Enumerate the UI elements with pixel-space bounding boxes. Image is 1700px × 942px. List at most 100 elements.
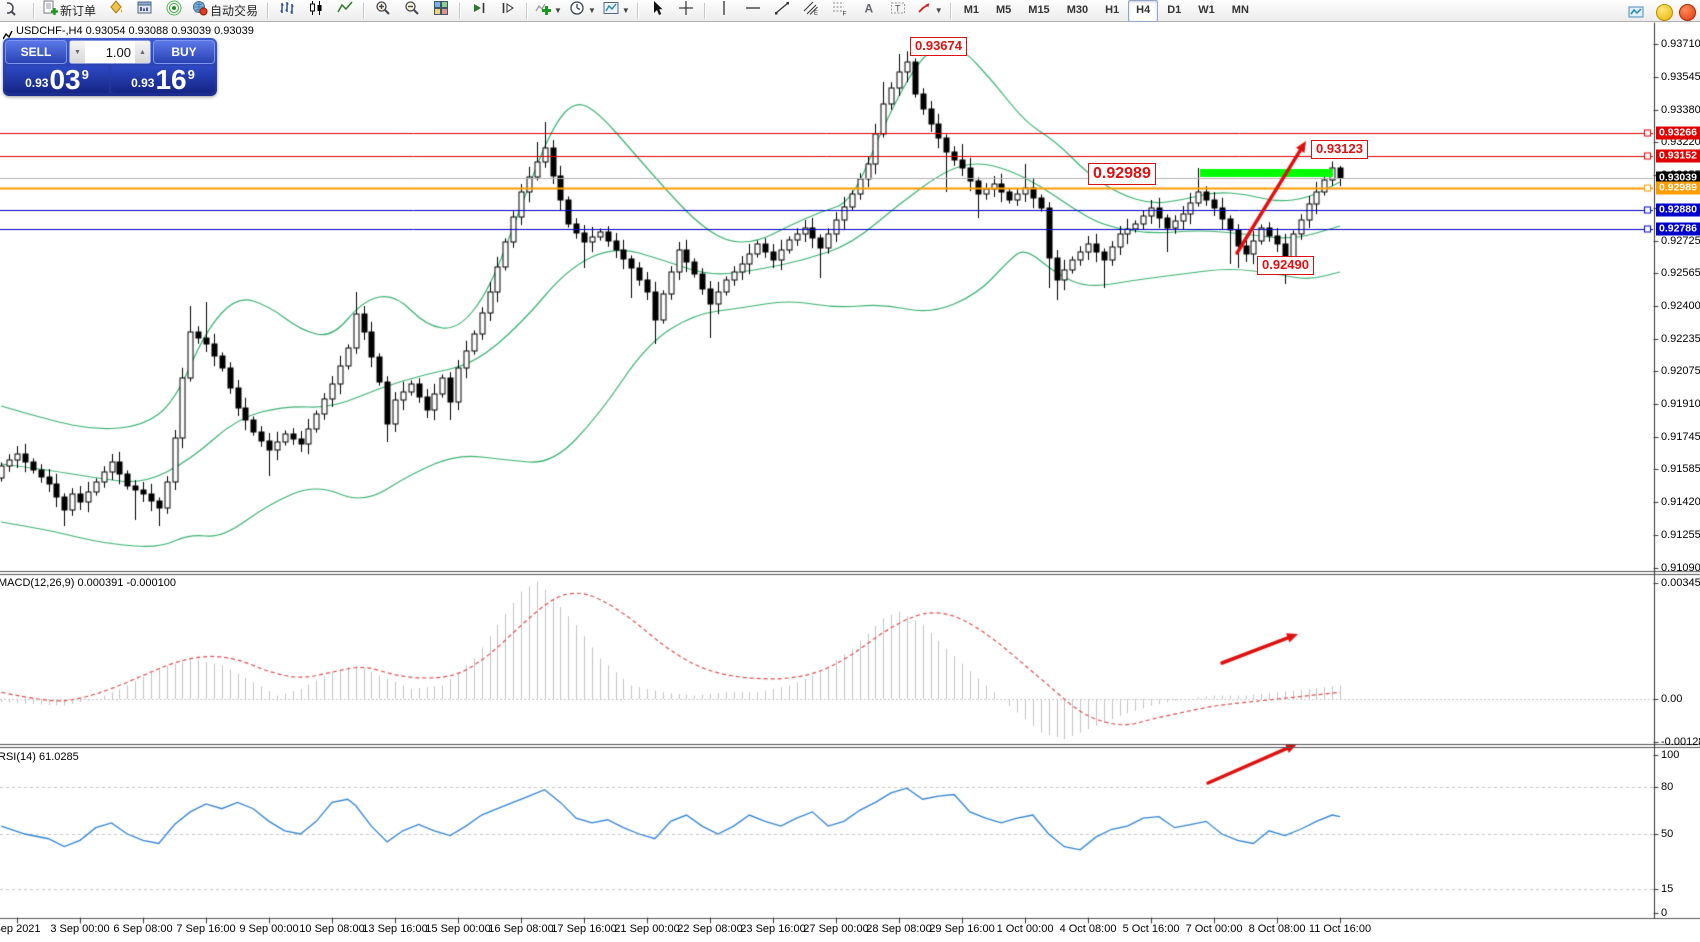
timeframe-button-m30[interactable]: M30 [1066, 3, 1089, 16]
buy-price-display[interactable]: 0.93 16 9 [111, 64, 215, 95]
crosshair-button[interactable] [672, 0, 700, 22]
red-circle-icon[interactable] [1679, 3, 1696, 21]
signal-button[interactable] [160, 0, 188, 22]
timeframe-button-m1[interactable]: M1 [963, 3, 979, 16]
vertical-line-icon [716, 0, 732, 21]
new-order-label: 新订单 [60, 4, 97, 18]
time-axis-label: 8 Oct 08:00 [1248, 923, 1306, 935]
price-tag-0.93152: 0.93152 [1656, 149, 1700, 163]
macd-indicator-label: MACD(12,26,9) 0.000391 -0.000100 [0, 577, 176, 589]
cursor-button[interactable] [643, 0, 671, 22]
macd-signal-value: -0.000100 [126, 577, 176, 589]
periods-icon [569, 0, 585, 21]
toolbar-right-icons [1622, 1, 1696, 23]
annotation-price-label-0.92490[interactable]: 0.92490 [1257, 256, 1314, 275]
price-tag-0.92786: 0.92786 [1656, 222, 1700, 236]
price-axis-tick: 0.93545 [1661, 71, 1700, 83]
time-axis-label: 1 Oct 00:00 [996, 923, 1054, 935]
indicators-icon [535, 0, 552, 21]
volume-up-button[interactable]: ▲ [135, 41, 150, 63]
periods-button[interactable]: ▼ [566, 0, 599, 22]
volume-field[interactable]: 1.00 [105, 44, 131, 60]
tile-windows-button[interactable] [427, 0, 455, 22]
line-chart-button[interactable] [331, 0, 359, 22]
horizontal-line-icon [745, 0, 761, 21]
templates-button[interactable]: ▼ [600, 0, 633, 22]
price-axis-tick: 0.91745 [1661, 431, 1700, 443]
bar-chart-button[interactable] [273, 0, 301, 22]
timeframe-button-m15[interactable]: M15 [1028, 3, 1050, 16]
trend-line-button[interactable] [768, 0, 796, 22]
arrows-button[interactable]: ▼ [913, 0, 946, 22]
buy-price-sup: 9 [187, 67, 195, 82]
time-axis-label: 16 Sep 08:00 [488, 923, 554, 935]
buy-button[interactable]: BUY [153, 40, 215, 64]
chart-window-button[interactable] [131, 0, 159, 22]
price-axis-tick: 0.91585 [1661, 463, 1700, 475]
zoom-in-button[interactable] [369, 0, 397, 22]
equidistant-channel-button[interactable]: E [797, 0, 825, 22]
paint-bucket-button[interactable] [102, 0, 130, 22]
new-order-icon [42, 0, 58, 21]
price-axis-tick: 0.93710 [1661, 38, 1700, 50]
timeframe-button-mn[interactable]: MN [1231, 3, 1249, 16]
buy-price-big: 16 [155, 64, 187, 95]
tile-windows-icon [433, 0, 449, 21]
auto-scroll-button[interactable] [465, 0, 493, 22]
macd-axis-tick: 0.00 [1661, 693, 1683, 705]
rsi-indicator-label: RSI(14) 61.0285 [0, 751, 79, 763]
sell-button[interactable]: SELL [5, 40, 67, 64]
volume-stepper[interactable]: ▼ 1.00 ▲ [69, 40, 151, 64]
fibonacci-button[interactable]: F [826, 0, 854, 22]
timeframe-button-d1[interactable]: D1 [1167, 3, 1182, 16]
chevron-down-icon: ▼ [587, 6, 596, 15]
yellow-circle-icon[interactable] [1656, 3, 1673, 21]
auto-scroll-icon [471, 0, 487, 21]
time-axis-label: 10 Sep 08:00 [299, 923, 365, 935]
sell-price-sup: 9 [81, 67, 89, 82]
crosshair-icon [678, 0, 694, 21]
chart-symbol-icon [2, 27, 13, 45]
toolbar-separator [526, 2, 529, 19]
toolbar-separator [459, 2, 462, 19]
autotrade-button[interactable]: 自动交易 [189, 0, 263, 22]
svg-text:A: A [864, 2, 873, 16]
timeframe-button-h1[interactable]: H1 [1105, 3, 1120, 16]
macd-value: 0.000391 [77, 577, 124, 589]
rsi-axis-tick: 0 [1661, 907, 1668, 919]
timeframe-button-w1[interactable]: W1 [1198, 3, 1215, 16]
indicators-button[interactable]: ▼ [532, 0, 565, 22]
text-button[interactable]: A [855, 0, 883, 22]
chevron-down-icon: ▼ [554, 6, 562, 15]
magnifier-partial-button[interactable] [1, 0, 29, 22]
candle-chart-button[interactable] [302, 0, 330, 22]
toolbar-separator [703, 2, 706, 19]
text-label-button[interactable]: T [884, 0, 912, 22]
toolbar: 新订单 自动交易 ▼ ▼ ▼ E F A T ▼ M1 M5 M15 M30 H1 H4 D1 W1 MN [0, 0, 1700, 22]
annotation-price-label-0.93123[interactable]: 0.93123 [1311, 140, 1368, 159]
chart-shift-button[interactable] [494, 0, 522, 22]
annotation-price-label-0.93674[interactable]: 0.93674 [910, 37, 967, 56]
zoom-out-button[interactable] [398, 0, 426, 22]
chart-window-icon [137, 0, 153, 21]
sell-price-display[interactable]: 0.93 03 9 [5, 66, 109, 94]
time-axis-label: 3 Sep 00:00 [50, 923, 110, 935]
mini-chart-icon[interactable] [1622, 1, 1650, 23]
annotation-price-label-0.92989[interactable]: 0.92989 [1088, 163, 1156, 186]
volume-down-button[interactable]: ▼ [70, 41, 85, 63]
zoom-out-icon [404, 0, 420, 21]
timeframe-button-m5[interactable]: M5 [996, 3, 1012, 16]
horizontal-line-button[interactable] [739, 0, 767, 22]
rsi-axis-tick: 50 [1661, 828, 1674, 840]
price-tag-0.93039: 0.93039 [1656, 171, 1700, 185]
time-axis-label: 23 Sep 16:00 [740, 923, 806, 935]
time-axis-label: 21 Sep 00:00 [614, 923, 680, 935]
timeframe-button-h4[interactable]: H4 [1128, 0, 1159, 22]
rsi-axis-tick: 15 [1661, 883, 1674, 896]
vertical-line-button[interactable] [710, 0, 738, 22]
new-order-button[interactable]: 新订单 [39, 0, 101, 22]
time-axis-label: 6 Sep 08:00 [113, 923, 173, 935]
svg-text:F: F [842, 11, 846, 17]
svg-text:T: T [895, 4, 901, 14]
